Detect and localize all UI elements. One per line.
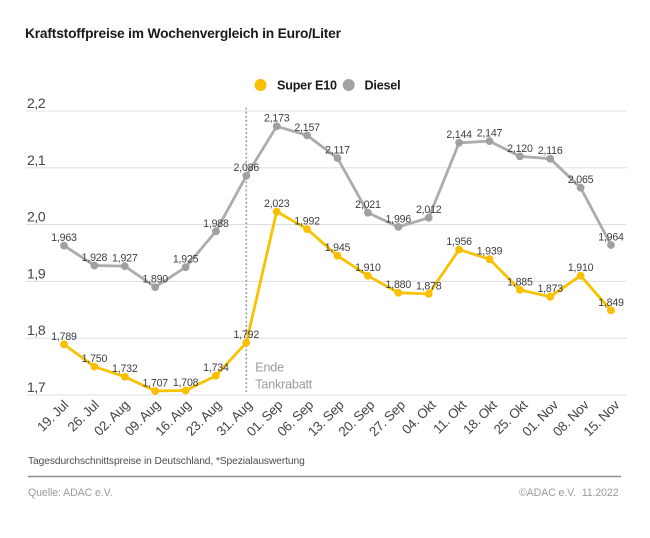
svg-text:2,157: 2,157 <box>294 122 320 134</box>
svg-text:1,873: 1,873 <box>537 283 563 295</box>
svg-text:1,750: 1,750 <box>82 353 108 365</box>
svg-text:1,7: 1,7 <box>27 379 46 395</box>
svg-text:1,996: 1,996 <box>386 213 412 225</box>
svg-text:1,789: 1,789 <box>51 331 77 343</box>
svg-text:2,021: 2,021 <box>355 199 381 211</box>
svg-text:2,120: 2,120 <box>507 143 533 155</box>
svg-text:1,849: 1,849 <box>598 297 624 309</box>
svg-text:Tagesdurchschnittspreise in De: Tagesdurchschnittspreise in Deutschland,… <box>28 456 305 467</box>
svg-text:Diesel: Diesel <box>365 79 401 93</box>
svg-text:2,117: 2,117 <box>325 145 350 157</box>
svg-text:1,885: 1,885 <box>507 276 533 288</box>
svg-text:1,792: 1,792 <box>234 329 260 341</box>
svg-text:1,945: 1,945 <box>325 242 351 254</box>
svg-text:1,928: 1,928 <box>82 252 108 264</box>
svg-text:1,707: 1,707 <box>142 377 168 389</box>
svg-text:1,8: 1,8 <box>27 322 46 338</box>
svg-text:1,956: 1,956 <box>446 236 472 248</box>
svg-text:1,708: 1,708 <box>173 377 199 389</box>
svg-text:1,910: 1,910 <box>568 262 594 274</box>
svg-text:2,116: 2,116 <box>538 145 563 157</box>
svg-text:1,939: 1,939 <box>477 246 503 258</box>
svg-text:1,910: 1,910 <box>355 262 381 274</box>
svg-text:2,1: 2,1 <box>27 152 46 168</box>
svg-text:1,927: 1,927 <box>112 253 138 265</box>
svg-text:1,963: 1,963 <box>51 232 77 244</box>
svg-text:2,065: 2,065 <box>568 174 594 186</box>
svg-text:2,0: 2,0 <box>27 209 46 225</box>
svg-text:Super E10: Super E10 <box>277 79 337 93</box>
svg-text:2,147: 2,147 <box>477 128 503 140</box>
svg-text:2,086: 2,086 <box>234 162 260 174</box>
svg-text:2,2: 2,2 <box>27 95 46 111</box>
svg-text:1,988: 1,988 <box>203 218 229 230</box>
svg-text:Ende: Ende <box>255 361 284 375</box>
svg-text:1,878: 1,878 <box>416 280 442 292</box>
svg-text:Quelle: ADAC e.V.: Quelle: ADAC e.V. <box>28 487 112 499</box>
svg-text:1,880: 1,880 <box>386 279 412 291</box>
svg-text:©ADAC e.V. 11.2022: ©ADAC e.V. 11.2022 <box>519 487 619 499</box>
svg-text:1,9: 1,9 <box>27 265 46 281</box>
svg-text:1,734: 1,734 <box>203 362 229 374</box>
svg-text:Tankrabatt: Tankrabatt <box>255 378 313 392</box>
svg-text:2,144: 2,144 <box>446 129 472 141</box>
svg-text:1,890: 1,890 <box>142 274 168 286</box>
svg-text:1,964: 1,964 <box>598 231 624 243</box>
svg-text:2,023: 2,023 <box>264 198 290 210</box>
svg-text:1,992: 1,992 <box>294 216 320 228</box>
svg-text:2,173: 2,173 <box>264 113 290 125</box>
svg-text:1,732: 1,732 <box>112 363 138 375</box>
svg-text:2,012: 2,012 <box>416 204 442 216</box>
svg-text:Kraftstoffpreise im Wochenverg: Kraftstoffpreise im Wochenvergleich in E… <box>25 26 342 41</box>
svg-text:1,925: 1,925 <box>173 254 199 266</box>
